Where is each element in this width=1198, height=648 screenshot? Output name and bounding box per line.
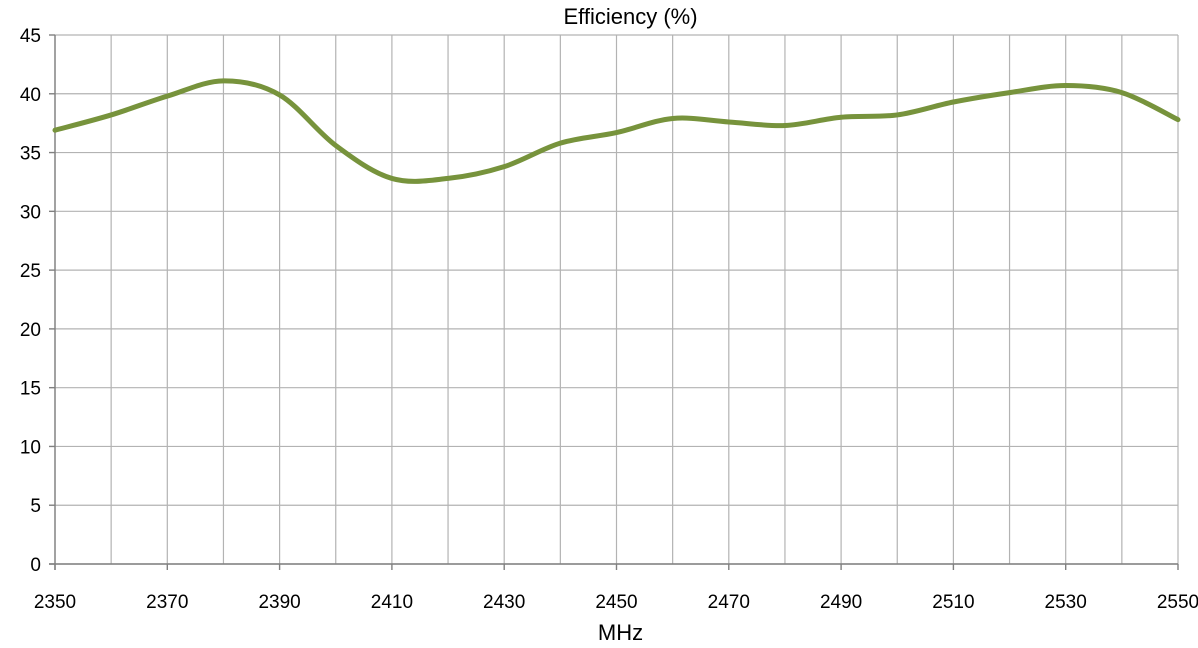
y-tick-label: 10 — [20, 437, 41, 458]
y-tick-label: 45 — [20, 26, 41, 47]
axis-layer — [49, 34, 1179, 570]
x-tick-label: 2450 — [595, 592, 637, 613]
grid-layer — [54, 34, 1179, 565]
y-tick-label: 20 — [20, 320, 41, 341]
x-tick-label: 2550 — [1157, 592, 1198, 613]
x-tick-label: 2370 — [146, 592, 188, 613]
x-tick-label: 2510 — [932, 592, 974, 613]
y-tick-label: 35 — [20, 144, 41, 165]
x-tick-label: 2350 — [34, 592, 76, 613]
y-tick-label: 0 — [30, 555, 41, 576]
y-tick-label: 40 — [20, 85, 41, 106]
x-tick-label: 2470 — [708, 592, 750, 613]
x-tick-label: 2410 — [371, 592, 413, 613]
x-tick-label: 2530 — [1045, 592, 1087, 613]
x-tick-label: 2430 — [483, 592, 525, 613]
y-tick-label: 30 — [20, 202, 41, 223]
series-layer — [52, 78, 1181, 184]
y-tick-label: 25 — [20, 261, 41, 282]
y-tick-label: 15 — [20, 379, 41, 400]
chart-title: Efficiency (%) — [563, 4, 697, 29]
y-tick-label: 5 — [30, 496, 41, 517]
x-axis-title: MHz — [598, 620, 643, 645]
x-tick-label: 2490 — [820, 592, 862, 613]
efficiency-series-line — [52, 78, 1181, 184]
x-tick-label: 2390 — [258, 592, 300, 613]
